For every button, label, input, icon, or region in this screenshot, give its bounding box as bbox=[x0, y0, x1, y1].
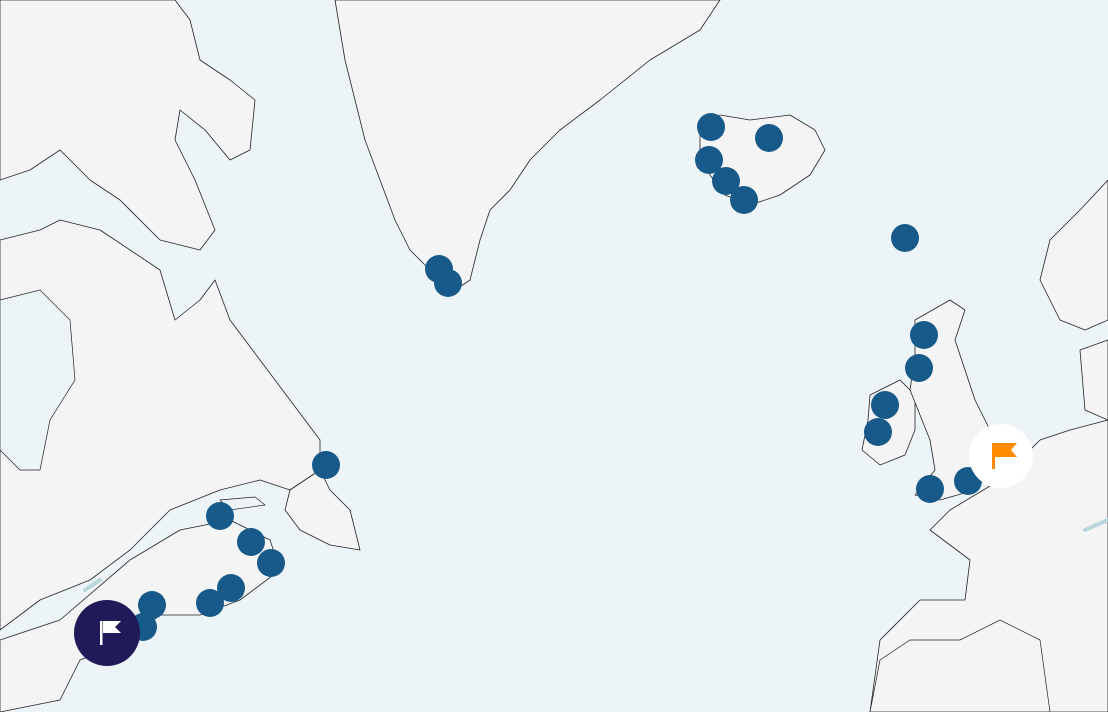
north-america bbox=[0, 0, 256, 251]
location-marker[interactable] bbox=[755, 124, 783, 152]
denmark-sweden bbox=[1079, 339, 1108, 421]
river bbox=[1083, 518, 1108, 532]
location-marker[interactable] bbox=[864, 418, 892, 446]
location-marker[interactable] bbox=[910, 321, 938, 349]
river bbox=[83, 578, 102, 592]
location-marker[interactable] bbox=[891, 224, 919, 252]
greenland bbox=[334, 0, 721, 291]
continental-europe bbox=[869, 419, 1108, 712]
location-marker[interactable] bbox=[237, 528, 265, 556]
location-marker[interactable] bbox=[312, 451, 340, 479]
flag-icon bbox=[992, 443, 1017, 469]
location-marker[interactable] bbox=[697, 113, 725, 141]
scandinavia bbox=[1039, 179, 1108, 331]
location-marker[interactable] bbox=[138, 591, 166, 619]
bay-of-biscay bbox=[869, 619, 1051, 712]
marker-layer bbox=[129, 113, 982, 641]
location-marker[interactable] bbox=[217, 574, 245, 602]
location-marker[interactable] bbox=[730, 186, 758, 214]
flag-icon bbox=[100, 621, 121, 645]
location-marker[interactable] bbox=[196, 589, 224, 617]
location-marker[interactable] bbox=[257, 549, 285, 577]
location-marker[interactable] bbox=[905, 354, 933, 382]
hudson-bay-water bbox=[0, 289, 76, 471]
labrador-quebec bbox=[0, 219, 321, 631]
start-flag-marker[interactable] bbox=[74, 600, 140, 666]
location-marker[interactable] bbox=[712, 167, 740, 195]
location-marker[interactable] bbox=[916, 475, 944, 503]
location-marker[interactable] bbox=[434, 269, 462, 297]
end-flag-marker[interactable] bbox=[969, 424, 1033, 488]
location-marker[interactable] bbox=[206, 502, 234, 530]
location-marker[interactable] bbox=[871, 391, 899, 419]
location-marker[interactable] bbox=[695, 146, 723, 174]
